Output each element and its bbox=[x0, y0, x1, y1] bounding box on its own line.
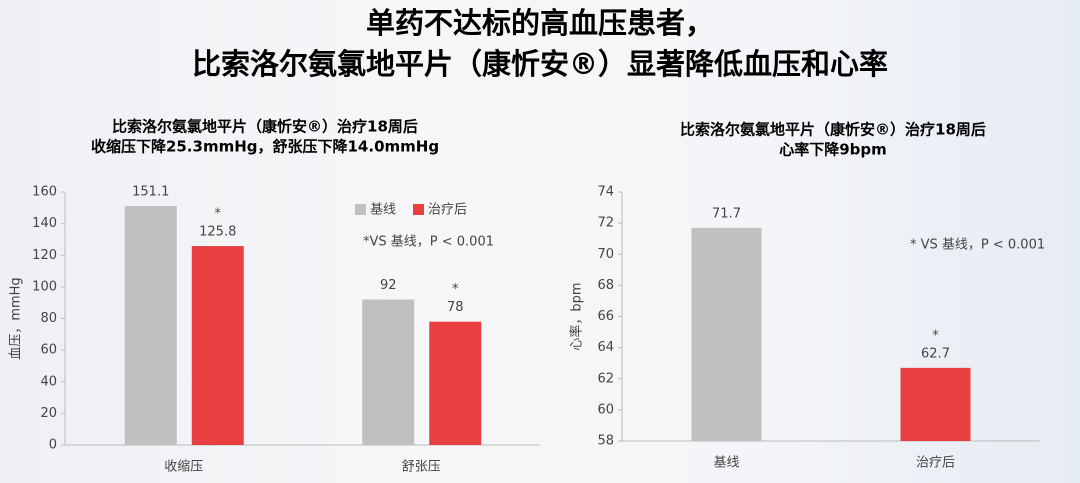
y-axis-label: 心率，bpm bbox=[569, 282, 585, 350]
value-label: 151.1 bbox=[132, 185, 169, 200]
chart-title: 心率下降9bpm bbox=[779, 141, 887, 159]
y-tick-label: 70 bbox=[597, 247, 614, 262]
value-label: 92 bbox=[380, 278, 397, 293]
bar bbox=[691, 227, 762, 441]
legend-swatch bbox=[413, 204, 424, 215]
value-label: 78 bbox=[447, 300, 464, 315]
significance-mark: * bbox=[452, 282, 459, 297]
x-tick-label: 舒张压 bbox=[402, 460, 441, 475]
significance-mark: * bbox=[932, 328, 939, 343]
bar bbox=[362, 299, 415, 445]
significance-mark: * bbox=[215, 207, 222, 222]
y-tick-label: 66 bbox=[597, 309, 614, 324]
y-tick-label: 20 bbox=[40, 406, 57, 421]
y-tick-label: 120 bbox=[32, 248, 57, 263]
y-tick-label: 64 bbox=[597, 340, 614, 355]
y-tick-label: 58 bbox=[597, 434, 614, 449]
bar bbox=[429, 321, 482, 445]
x-tick-label: 收缩压 bbox=[164, 459, 203, 475]
value-label: 71.7 bbox=[712, 206, 741, 221]
y-tick-label: 60 bbox=[597, 402, 614, 417]
y-axis-label: 血压，mmHg bbox=[9, 277, 24, 359]
bar bbox=[900, 367, 971, 441]
y-tick-label: 62 bbox=[597, 371, 614, 386]
chart-title: 比索洛尔氨氯地平片（康忻安®）治疗18周后 bbox=[112, 118, 418, 136]
x-tick-label: 治疗后 bbox=[916, 456, 955, 471]
y-tick-label: 160 bbox=[32, 185, 57, 200]
value-label: 62.7 bbox=[921, 346, 950, 361]
legend-label: 基线 bbox=[370, 203, 396, 218]
y-tick-label: 100 bbox=[32, 279, 57, 294]
note: * VS 基线，P < 0.001 bbox=[910, 238, 1045, 253]
y-tick-label: 40 bbox=[40, 374, 57, 389]
slide-title: 比索洛尔氨氯地平片（康忻安®）显著降低血压和心率 bbox=[192, 47, 888, 81]
y-tick-label: 60 bbox=[40, 343, 57, 358]
chart-title: 比索洛尔氨氯地平片（康忻安®）治疗18周后 bbox=[680, 121, 986, 139]
slide-title: 单药不达标的高血压患者， bbox=[366, 6, 714, 40]
value-label: 125.8 bbox=[199, 225, 236, 240]
y-tick-label: 72 bbox=[597, 216, 614, 231]
x-tick-label: 基线 bbox=[713, 456, 739, 471]
y-tick-label: 140 bbox=[32, 216, 57, 231]
y-tick-label: 74 bbox=[597, 185, 614, 200]
y-tick-label: 68 bbox=[597, 278, 614, 293]
y-tick-label: 0 bbox=[49, 438, 57, 453]
chart-title: 收缩压下降25.3mmHg，舒张压下降14.0mmHg bbox=[91, 138, 439, 156]
legend-label: 治疗后 bbox=[428, 203, 467, 218]
y-tick-label: 80 bbox=[40, 311, 57, 326]
bar bbox=[124, 206, 177, 445]
note: *VS 基线，P < 0.001 bbox=[363, 235, 494, 250]
bar bbox=[191, 246, 244, 445]
legend-swatch bbox=[355, 204, 366, 215]
